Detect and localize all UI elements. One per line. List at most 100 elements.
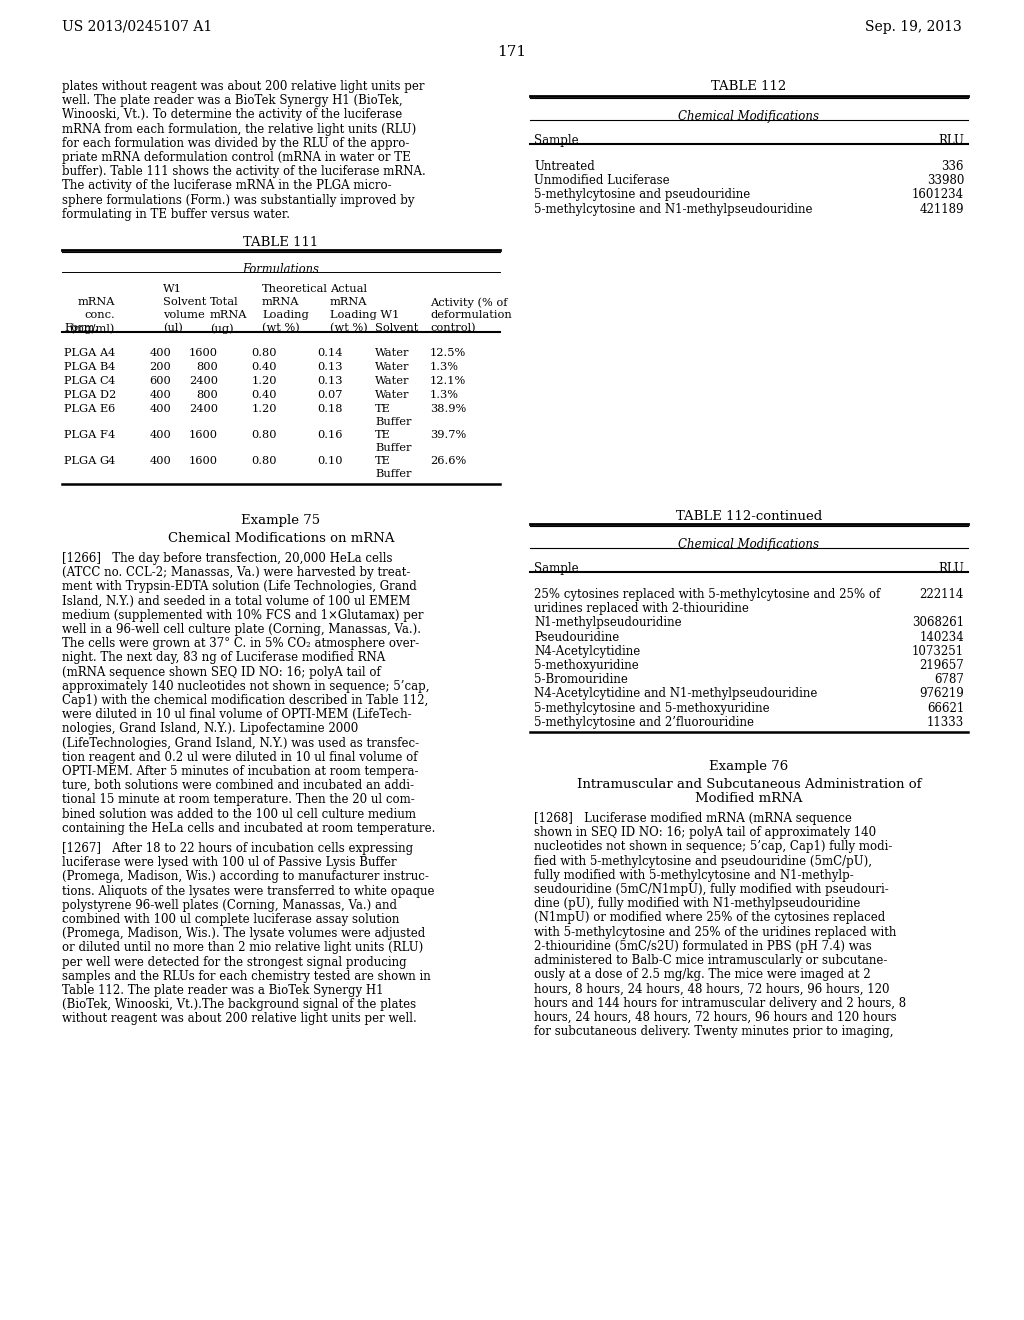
Text: mRNA: mRNA [330,297,368,308]
Text: 4: 4 [108,362,115,372]
Text: well in a 96-well cell culture plate (Corning, Manassas, Va.).: well in a 96-well cell culture plate (Co… [62,623,421,636]
Text: Buffer: Buffer [375,444,412,453]
Text: 11333: 11333 [927,715,964,729]
Text: (ug): (ug) [210,323,233,334]
Text: N4-Acetylcytidine: N4-Acetylcytidine [534,644,640,657]
Text: [1266]   The day before transfection, 20,000 HeLa cells: [1266] The day before transfection, 20,0… [62,552,392,565]
Text: samples and the RLUs for each chemistry tested are shown in: samples and the RLUs for each chemistry … [62,970,431,983]
Text: Loading: Loading [262,310,309,319]
Text: deformulation: deformulation [430,310,512,319]
Text: Chemical Modifications: Chemical Modifications [679,539,819,550]
Text: Untreated: Untreated [534,160,595,173]
Text: hours, 24 hours, 48 hours, 72 hours, 96 hours and 120 hours: hours, 24 hours, 48 hours, 72 hours, 96 … [534,1011,897,1024]
Text: Buffer: Buffer [375,417,412,426]
Text: TABLE 111: TABLE 111 [244,236,318,249]
Text: 5-methylcytosine and N1-methylpseudouridine: 5-methylcytosine and N1-methylpseudourid… [534,202,812,215]
Text: 5-methylcytosine and 5-methoxyuridine: 5-methylcytosine and 5-methoxyuridine [534,702,770,714]
Text: 4: 4 [108,430,115,440]
Text: control): control) [430,323,475,334]
Text: bined solution was added to the 100 ul cell culture medium: bined solution was added to the 100 ul c… [62,808,416,821]
Text: 0.40: 0.40 [252,362,278,372]
Text: without reagent was about 200 relative light units per well.: without reagent was about 200 relative l… [62,1012,417,1026]
Text: administered to Balb-C mice intramuscularly or subcutane-: administered to Balb-C mice intramuscula… [534,954,888,968]
Text: Loading W1: Loading W1 [330,310,399,319]
Text: 222114: 222114 [920,587,964,601]
Text: TABLE 112-continued: TABLE 112-continued [676,510,822,523]
Text: 3068261: 3068261 [912,616,964,630]
Text: 0.10: 0.10 [317,455,343,466]
Text: 400: 400 [150,404,171,414]
Text: 800: 800 [197,362,218,372]
Text: 5-methylcytosine and pseudouridine: 5-methylcytosine and pseudouridine [534,189,751,202]
Text: nologies, Grand Island, N.Y.). Lipofectamine 2000: nologies, Grand Island, N.Y.). Lipofecta… [62,722,358,735]
Text: buffer). Table 111 shows the activity of the luciferase mRNA.: buffer). Table 111 shows the activity of… [62,165,426,178]
Text: 421189: 421189 [920,202,964,215]
Text: US 2013/0245107 A1: US 2013/0245107 A1 [62,20,212,34]
Text: well. The plate reader was a BioTek Synergy H1 (BioTek,: well. The plate reader was a BioTek Syne… [62,94,402,107]
Text: Chemical Modifications on mRNA: Chemical Modifications on mRNA [168,532,394,545]
Text: 400: 400 [150,389,171,400]
Text: Water: Water [375,389,410,400]
Text: Example 76: Example 76 [710,760,788,774]
Text: Water: Water [375,348,410,358]
Text: tion reagent and 0.2 ul were diluted in 10 ul final volume of: tion reagent and 0.2 ul were diluted in … [62,751,418,764]
Text: 5-methoxyuridine: 5-methoxyuridine [534,659,639,672]
Text: N1-methylpseudouridine: N1-methylpseudouridine [534,616,682,630]
Text: 0.16: 0.16 [317,430,343,440]
Text: medium (supplemented with 10% FCS and 1×Glutamax) per: medium (supplemented with 10% FCS and 1×… [62,609,424,622]
Text: (LifeTechnologies, Grand Island, N.Y.) was used as transfec-: (LifeTechnologies, Grand Island, N.Y.) w… [62,737,419,750]
Text: PLGA B: PLGA B [63,362,109,372]
Text: 5-Bromouridine: 5-Bromouridine [534,673,628,686]
Text: (mg/ml): (mg/ml) [70,323,115,334]
Text: (ATCC no. CCL-2; Manassas, Va.) were harvested by treat-: (ATCC no. CCL-2; Manassas, Va.) were har… [62,566,411,579]
Text: mRNA: mRNA [78,297,115,308]
Text: 6: 6 [108,404,115,414]
Text: Activity (% of: Activity (% of [430,297,508,308]
Text: 1600: 1600 [189,348,218,358]
Text: 0.80: 0.80 [252,455,278,466]
Text: dine (pU), fully modified with N1-methylpseudouridine: dine (pU), fully modified with N1-methyl… [534,898,860,911]
Text: 1073251: 1073251 [912,644,964,657]
Text: 1601234: 1601234 [912,189,964,202]
Text: 800: 800 [197,389,218,400]
Text: seudouridine (5mC/N1mpU), fully modified with pseudouri-: seudouridine (5mC/N1mpU), fully modified… [534,883,889,896]
Text: 12.1%: 12.1% [430,376,466,385]
Text: PLGA D: PLGA D [63,389,109,400]
Text: per well were detected for the strongest signal producing: per well were detected for the strongest… [62,956,407,969]
Text: nucleotides not shown in sequence; 5’cap, Cap1) fully modi-: nucleotides not shown in sequence; 5’cap… [534,841,892,854]
Text: were diluted in 10 ul final volume of OPTI-MEM (LifeTech-: were diluted in 10 ul final volume of OP… [62,709,412,721]
Text: mRNA: mRNA [262,297,299,308]
Text: 2400: 2400 [189,404,218,414]
Text: 1.20: 1.20 [252,376,278,385]
Text: 0.13: 0.13 [317,376,343,385]
Text: Total: Total [210,297,239,308]
Text: night. The next day, 83 ng of Luciferase modified RNA: night. The next day, 83 ng of Luciferase… [62,651,385,664]
Text: 600: 600 [150,376,171,385]
Text: 1.20: 1.20 [252,404,278,414]
Text: 171: 171 [498,45,526,59]
Text: TE: TE [375,430,391,440]
Text: ture, both solutions were combined and incubated an addi-: ture, both solutions were combined and i… [62,779,414,792]
Text: Example 75: Example 75 [242,513,321,527]
Text: 1600: 1600 [189,430,218,440]
Text: 66621: 66621 [927,702,964,714]
Text: Modified mRNA: Modified mRNA [695,792,803,805]
Text: Cap1) with the chemical modification described in Table 112,: Cap1) with the chemical modification des… [62,694,428,708]
Text: Buffer: Buffer [375,469,412,479]
Text: N4-Acetylcytidine and N1-methylpseudouridine: N4-Acetylcytidine and N1-methylpseudouri… [534,688,817,701]
Text: (ul): (ul) [163,323,183,334]
Text: 0.18: 0.18 [317,404,343,414]
Text: 1.3%: 1.3% [430,362,459,372]
Text: PLGA E: PLGA E [63,404,109,414]
Text: TE: TE [375,455,391,466]
Text: 400: 400 [150,430,171,440]
Text: priate mRNA deformulation control (mRNA in water or TE: priate mRNA deformulation control (mRNA … [62,150,411,164]
Text: Pseudouridine: Pseudouridine [534,631,620,644]
Text: fully modified with 5-methylcytosine and N1-methylp-: fully modified with 5-methylcytosine and… [534,869,854,882]
Text: 0.13: 0.13 [317,362,343,372]
Text: The activity of the luciferase mRNA in the PLGA micro-: The activity of the luciferase mRNA in t… [62,180,391,193]
Text: 200: 200 [150,362,171,372]
Text: for subcutaneous delivery. Twenty minutes prior to imaging,: for subcutaneous delivery. Twenty minute… [534,1026,894,1038]
Text: Chemical Modifications: Chemical Modifications [679,110,819,123]
Text: 2-thiouridine (5mC/s2U) formulated in PBS (pH 7.4) was: 2-thiouridine (5mC/s2U) formulated in PB… [534,940,871,953]
